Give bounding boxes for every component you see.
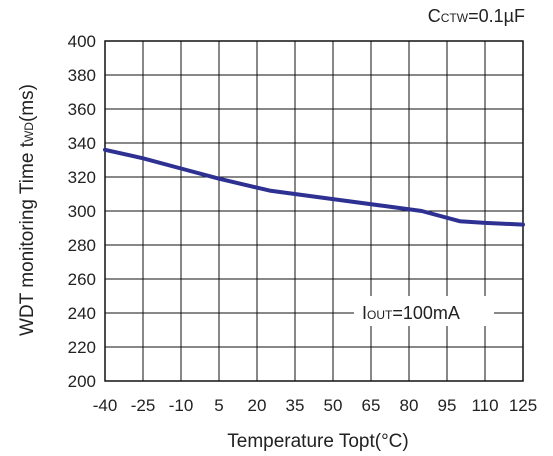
x-tick-label-0: -40 <box>93 396 118 415</box>
y-tick-label-5: 300 <box>68 202 96 221</box>
annotation-iout: IOUT=100mA <box>362 303 460 323</box>
y-axis-label: WDT monitoring Time tWD(ms) <box>17 84 38 336</box>
x-tick-label-7: 65 <box>362 396 381 415</box>
x-tick-label-5: 35 <box>286 396 305 415</box>
x-tick-label-9: 95 <box>438 396 457 415</box>
x-tick-label-3: 5 <box>214 396 223 415</box>
y-tick-label-8: 360 <box>68 100 96 119</box>
y-tick-labels: 200 220 240 260 280 300 320 340 360 380 400 <box>68 32 96 391</box>
y-tick-label-0: 200 <box>68 372 96 391</box>
x-tick-label-1: -25 <box>131 396 156 415</box>
y-tick-label-1: 220 <box>68 338 96 357</box>
x-tick-labels: -40 -25 -10 5 20 35 50 65 80 95 110 125 <box>93 396 537 415</box>
x-tick-label-10: 110 <box>471 396 498 415</box>
y-tick-label-7: 340 <box>68 134 96 153</box>
x-tick-label-8: 80 <box>400 396 419 415</box>
x-tick-label-4: 20 <box>248 396 267 415</box>
y-tick-label-10: 400 <box>68 32 96 51</box>
grid <box>104 40 524 382</box>
y-tick-label-6: 320 <box>68 168 96 187</box>
x-tick-label-11: 125 <box>509 396 537 415</box>
y-tick-label-9: 380 <box>68 66 96 85</box>
y-tick-label-3: 260 <box>68 270 96 289</box>
y-tick-label-2: 240 <box>68 304 96 323</box>
condition-label: CCTW=0.1µF <box>428 6 525 26</box>
plot-frame <box>104 40 524 382</box>
x-tick-label-2: -10 <box>169 396 194 415</box>
x-axis-label: Temperature Topt(°C) <box>227 431 408 452</box>
x-tick-label-6: 50 <box>324 396 343 415</box>
series-line <box>103 147 525 227</box>
y-tick-label-4: 280 <box>68 236 96 255</box>
annotation-background <box>354 296 494 326</box>
